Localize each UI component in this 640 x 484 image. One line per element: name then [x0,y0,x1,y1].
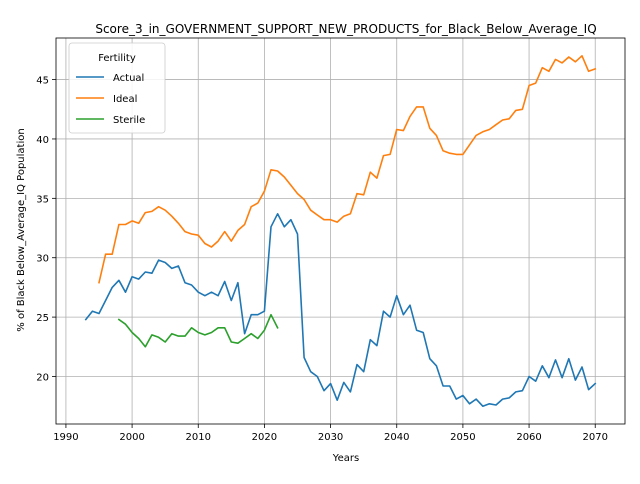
x-tick-label: 2030 [318,432,343,443]
x-tick-label: 2050 [450,432,475,443]
x-tick-label: 2020 [252,432,277,443]
x-axis-label: Years [332,453,359,464]
x-tick-label: 2070 [583,432,608,443]
legend-box [68,42,166,134]
series-line-ideal [98,54,597,284]
series-line-sterile [117,313,279,348]
x-tick-label: 2010 [186,432,211,443]
series-line-actual [84,213,597,408]
y-tick-label: 20 [36,372,49,383]
series-lines [84,54,597,408]
x-tick-label: 1990 [53,432,78,443]
legend: Fertility Actual Ideal Sterile [68,42,166,134]
plot-area-frame [55,37,626,425]
x-tick-label: 2000 [119,432,144,443]
y-axis-label: % of Black Below_Average_IQ Population [16,128,27,331]
y-tick-label: 40 [36,135,49,146]
legend-title: Fertility [98,53,136,64]
y-tick-label: 30 [36,254,49,265]
y-axis-ticks: 20 25 30 35 40 45 [36,76,56,383]
x-tick-label: 2060 [516,432,541,443]
legend-label-actual: Actual [113,73,144,84]
y-tick-label: 35 [36,194,49,205]
y-tick-label: 25 [36,313,49,324]
legend-label-sterile: Sterile [113,115,145,126]
legend-label-ideal: Ideal [113,94,137,105]
chart-title: Score_3_in_GOVERNMENT_SUPPORT_NEW_PRODUC… [95,22,596,36]
x-tick-label: 2040 [384,432,409,443]
x-axis-ticks: 1990 2000 2010 2020 2030 2040 2050 2060 2070 [53,424,608,443]
y-tick-label: 45 [36,76,49,87]
